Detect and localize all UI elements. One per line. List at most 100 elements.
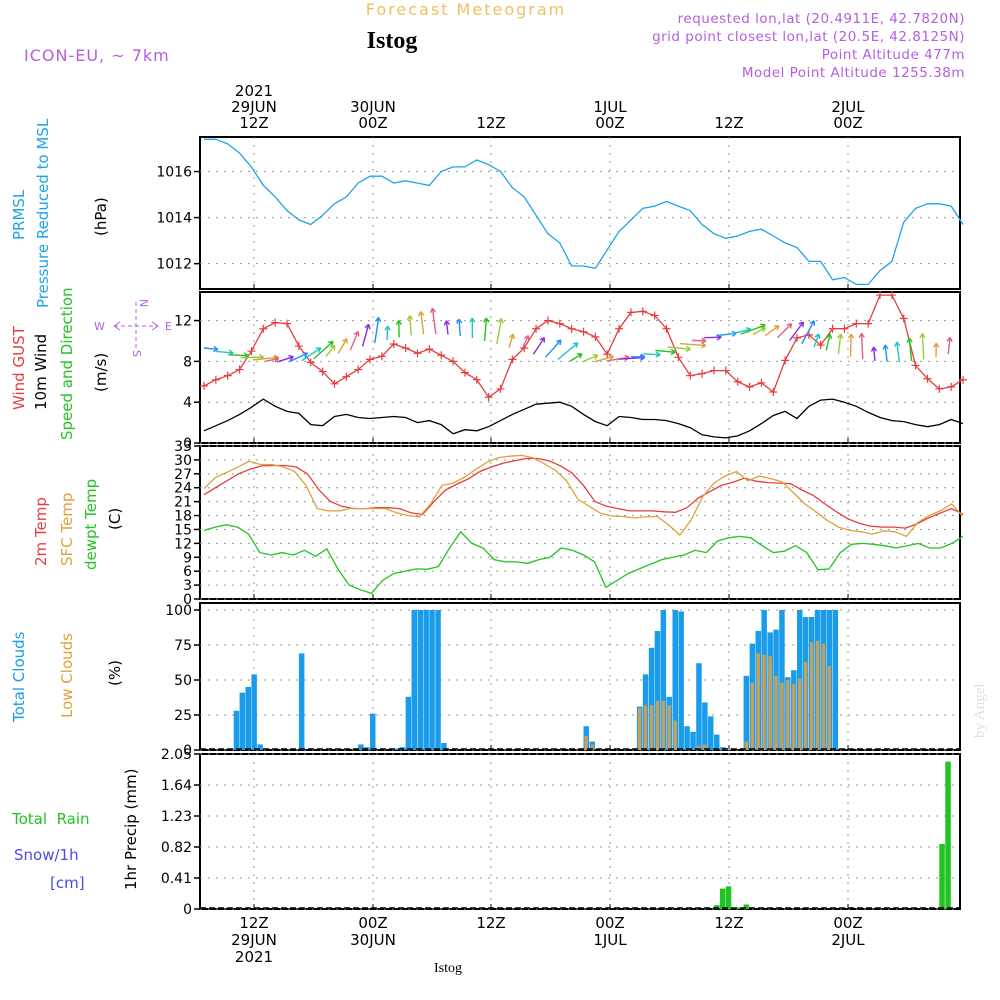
wind-arrow	[545, 339, 562, 358]
model-altitude: Model Point Altitude 1255.38m	[742, 65, 965, 81]
gust-marker	[389, 340, 398, 349]
wind-arrow-head	[328, 340, 334, 347]
clouds-bar-low-clouds	[750, 682, 754, 750]
clouds-bar-low-clouds	[768, 656, 772, 750]
grid-point-coords: grid point closest lon,lat (20.5E, 42.81…	[652, 29, 965, 45]
top-axis-label: 2021	[235, 82, 273, 100]
temperature-ytick-label: 27	[174, 467, 192, 483]
temperature-ytick-label: 33	[174, 439, 192, 455]
wind-arrow-head	[539, 336, 546, 343]
gust-marker	[354, 365, 363, 374]
clouds-bar-low-clouds	[762, 654, 766, 750]
gust-marker	[959, 375, 968, 384]
wind-arrow-head	[685, 345, 691, 352]
gust-marker	[899, 314, 908, 323]
wind-arrow	[216, 350, 234, 354]
precipitation-bar-total-rain	[714, 905, 720, 909]
gust-marker	[947, 382, 956, 391]
wind-arrow	[740, 324, 766, 335]
wind-arrow-head	[932, 342, 940, 348]
clouds-bar-total-clouds	[405, 696, 412, 750]
top-axis-label: 12Z	[239, 114, 268, 132]
point-altitude: Point Altitude 477m	[822, 47, 965, 63]
wind-arrow	[203, 347, 218, 351]
wind-arrow-head	[814, 333, 821, 339]
temperature-ytick-label: 0	[183, 592, 192, 608]
panel-precipitation: 0 0.41 0.82 1.23 1.64 2.05	[161, 747, 961, 918]
wind-arrow-head	[837, 333, 844, 339]
precipitation-ytick-label: 0.41	[161, 871, 192, 887]
wind-arrow-head	[456, 318, 463, 324]
pressure-frame	[199, 136, 961, 290]
top-axis-label: 12Z	[714, 114, 743, 132]
gust-marker	[543, 316, 552, 325]
wind-arrow	[374, 317, 380, 344]
wind-arrow-head	[384, 325, 391, 331]
gust-marker	[532, 324, 541, 333]
wind-arrow-head	[701, 337, 707, 344]
wind-arrow-head	[523, 335, 530, 341]
gust-marker	[366, 355, 375, 364]
gust-marker	[793, 333, 801, 342]
wind-arrow-head	[809, 320, 816, 326]
compass-w: W	[94, 320, 105, 333]
clouds-ytick-label: 50	[174, 673, 192, 689]
clouds-bar-total-clouds	[832, 610, 839, 750]
gust-marker	[674, 353, 683, 362]
requested-coords: requested lon,lat (20.4911E, 42.7820N)	[678, 11, 965, 27]
clouds-bar-low-clouds	[726, 748, 731, 750]
clouds-bar-total-clouds	[417, 610, 423, 750]
wind-ytick-label: 4	[183, 395, 192, 411]
wind-unit-label: (m/s)	[92, 353, 110, 392]
gust-marker	[709, 366, 718, 375]
wind-arrow-head	[273, 356, 280, 363]
wind-arrow	[445, 320, 449, 335]
pressure-line-prmsl	[204, 138, 964, 286]
wind-arrow	[264, 357, 279, 362]
gust-marker	[200, 381, 208, 390]
clouds-bar-total-clouds	[660, 610, 667, 750]
gust-marker	[259, 324, 268, 333]
clouds-bar-total-clouds	[441, 743, 447, 750]
wind-arrow-head	[946, 336, 953, 343]
gust-marker	[876, 291, 885, 300]
wind-arrow-head	[773, 324, 780, 331]
gust-marker	[449, 357, 458, 366]
clouds-frame	[199, 602, 961, 751]
top-axis-label: 00Z	[833, 114, 862, 132]
wind-line-wind-gust	[203, 294, 964, 399]
top-axis-label: 00Z	[595, 114, 624, 132]
gust-marker	[781, 356, 790, 365]
gust-marker	[733, 377, 742, 386]
bottom-axis-label: 30JUN	[350, 931, 396, 949]
wind-arrow	[532, 337, 545, 355]
top-axis-label: 30JUN	[350, 98, 396, 116]
pressure-ytick-label: 1012	[156, 257, 192, 273]
gust-marker	[626, 308, 635, 317]
wind-arrow-head	[342, 338, 348, 344]
wind-arrow	[764, 325, 780, 337]
wind-arrow	[252, 356, 279, 361]
precipitation-bar-total-rain	[743, 904, 750, 909]
clouds-bar-low-clouds	[637, 708, 642, 750]
clouds-ytick-label: 75	[174, 638, 192, 654]
temp-dewpt-label: dewpt Temp	[82, 479, 100, 570]
model-label: ICON-EU, ~ 7km	[24, 46, 170, 65]
cloud-low-label: Low Clouds	[58, 633, 76, 718]
clouds-bar-total-clouds	[779, 610, 785, 750]
clouds-ytick-label: 100	[165, 603, 192, 619]
top-axis-label: 29JUN	[231, 98, 277, 116]
compass-s: S	[130, 350, 143, 357]
gust-marker	[330, 379, 339, 388]
wind-arrow-head	[798, 321, 805, 328]
cloud-unit-label: (%)	[106, 660, 124, 686]
gust-marker	[247, 347, 256, 356]
clouds-bar-total-clouds	[245, 687, 251, 750]
prmsl-label: PRMSL	[10, 189, 28, 240]
gust-marker	[555, 319, 564, 328]
temperature-ytick-label: 30	[174, 453, 192, 469]
compass-rose: N S W E	[94, 299, 172, 357]
temperature-line-dewpt-temp	[203, 524, 964, 595]
clouds-bar-low-clouds	[803, 661, 808, 750]
wind-arrow	[704, 336, 722, 339]
